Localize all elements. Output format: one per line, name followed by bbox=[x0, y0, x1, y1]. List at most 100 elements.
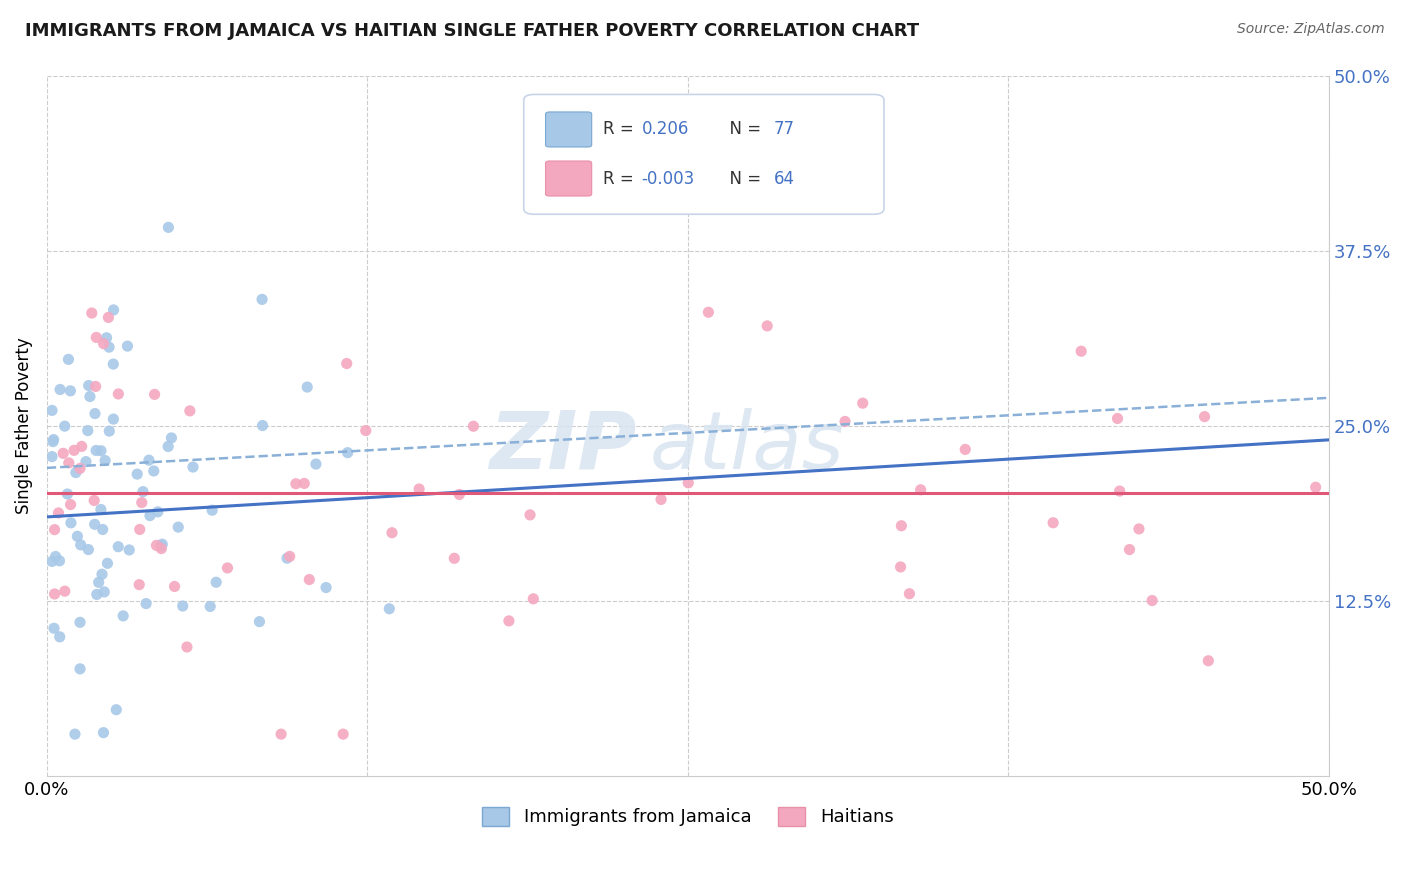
Point bbox=[48, 506, 70, 520]
Text: 64: 64 bbox=[773, 169, 794, 187]
Point bbox=[107, 540, 129, 554]
Point bbox=[118, 543, 141, 558]
Point bbox=[522, 591, 544, 606]
Point bbox=[297, 380, 319, 394]
Point bbox=[890, 560, 912, 574]
Point bbox=[103, 412, 125, 426]
Point bbox=[697, 305, 720, 319]
Point bbox=[96, 557, 118, 571]
Point bbox=[59, 498, 82, 512]
Point bbox=[1140, 593, 1163, 607]
Point bbox=[83, 493, 105, 508]
Point bbox=[84, 443, 107, 458]
Point bbox=[53, 584, 76, 599]
Point bbox=[201, 503, 224, 517]
Point bbox=[59, 384, 82, 398]
Point bbox=[408, 482, 430, 496]
Point bbox=[103, 357, 125, 371]
Point bbox=[143, 387, 166, 401]
Point bbox=[1108, 484, 1130, 499]
Point bbox=[80, 306, 103, 320]
Point bbox=[1197, 654, 1219, 668]
Point bbox=[1107, 411, 1129, 425]
Point bbox=[381, 525, 404, 540]
Point bbox=[90, 502, 112, 516]
Y-axis label: Single Father Poverty: Single Father Poverty bbox=[15, 337, 32, 514]
Point bbox=[678, 475, 700, 490]
Point bbox=[852, 396, 875, 410]
Point bbox=[167, 520, 190, 534]
Point bbox=[76, 424, 98, 438]
Point bbox=[149, 539, 172, 553]
Point bbox=[898, 587, 921, 601]
Point bbox=[94, 453, 117, 467]
Point bbox=[138, 453, 160, 467]
Point bbox=[77, 542, 100, 557]
FancyBboxPatch shape bbox=[524, 95, 884, 214]
Point bbox=[90, 443, 112, 458]
Point bbox=[53, 419, 76, 434]
Point bbox=[176, 640, 198, 654]
Point bbox=[65, 466, 87, 480]
Point bbox=[93, 725, 115, 739]
Point bbox=[443, 551, 465, 566]
Point bbox=[519, 508, 541, 522]
Point bbox=[135, 597, 157, 611]
Point bbox=[145, 538, 167, 552]
Point bbox=[58, 352, 80, 367]
Point bbox=[87, 575, 110, 590]
Point bbox=[86, 587, 108, 601]
Point bbox=[157, 440, 180, 454]
Point bbox=[105, 703, 128, 717]
Point bbox=[354, 424, 377, 438]
Text: 0.206: 0.206 bbox=[641, 120, 689, 138]
Point bbox=[756, 318, 779, 333]
Point bbox=[41, 554, 63, 568]
Point bbox=[107, 387, 129, 401]
Point bbox=[955, 442, 977, 457]
Point bbox=[1042, 516, 1064, 530]
Point bbox=[84, 379, 107, 393]
Point bbox=[117, 339, 139, 353]
Point bbox=[332, 727, 354, 741]
Point bbox=[252, 418, 274, 433]
Point bbox=[336, 357, 359, 371]
Text: Source: ZipAtlas.com: Source: ZipAtlas.com bbox=[1237, 22, 1385, 37]
Point bbox=[58, 456, 80, 470]
Point bbox=[98, 424, 121, 438]
Point bbox=[41, 403, 63, 417]
Point bbox=[910, 483, 932, 497]
Point bbox=[69, 461, 91, 475]
Point bbox=[42, 621, 65, 635]
Point bbox=[69, 615, 91, 630]
Point bbox=[160, 431, 183, 445]
Point bbox=[44, 523, 66, 537]
Point bbox=[128, 577, 150, 591]
Point bbox=[42, 433, 65, 447]
Point bbox=[150, 541, 173, 556]
Point bbox=[56, 487, 79, 501]
Point bbox=[179, 404, 201, 418]
Point bbox=[205, 575, 228, 590]
Point bbox=[52, 446, 75, 460]
Point bbox=[93, 336, 115, 351]
Point bbox=[127, 467, 149, 482]
Point bbox=[91, 523, 114, 537]
Point bbox=[146, 505, 169, 519]
Point bbox=[112, 608, 135, 623]
Point bbox=[650, 492, 672, 507]
Text: -0.003: -0.003 bbox=[641, 169, 695, 187]
Text: IMMIGRANTS FROM JAMAICA VS HAITIAN SINGLE FATHER POVERTY CORRELATION CHART: IMMIGRANTS FROM JAMAICA VS HAITIAN SINGL… bbox=[25, 22, 920, 40]
Point bbox=[131, 495, 153, 509]
Text: R =: R = bbox=[603, 169, 640, 187]
Point bbox=[250, 293, 273, 307]
Point bbox=[96, 331, 118, 345]
Point bbox=[59, 516, 82, 530]
Point bbox=[103, 302, 125, 317]
Point bbox=[834, 414, 856, 428]
Point bbox=[142, 464, 165, 478]
Point bbox=[298, 573, 321, 587]
Legend: Immigrants from Jamaica, Haitians: Immigrants from Jamaica, Haitians bbox=[475, 800, 901, 834]
Point bbox=[91, 567, 114, 582]
Point bbox=[150, 537, 173, 551]
